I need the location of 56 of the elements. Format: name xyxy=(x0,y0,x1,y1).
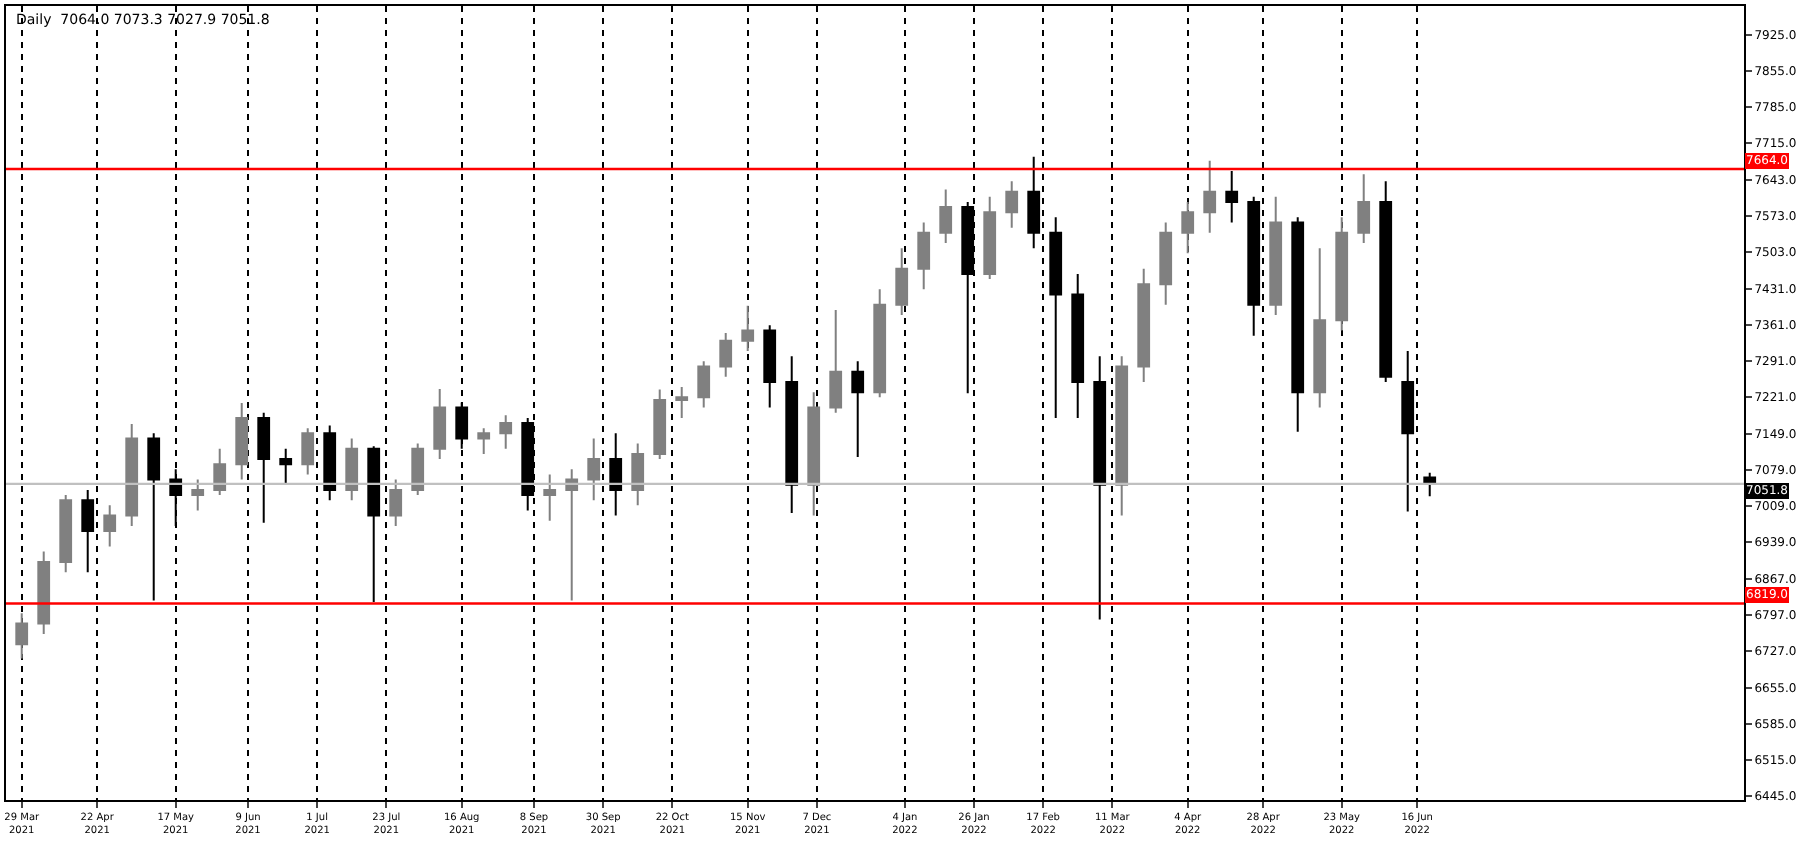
candlestick xyxy=(477,427,491,455)
candlestick xyxy=(1357,173,1371,245)
candlestick xyxy=(235,402,249,481)
candlestick xyxy=(1115,355,1129,517)
candlestick xyxy=(785,355,799,515)
candlestick xyxy=(543,473,557,522)
candlestick xyxy=(1181,200,1195,255)
candlestick xyxy=(939,188,953,245)
candlestick xyxy=(345,437,359,502)
candlestick xyxy=(1137,267,1151,383)
candlestick xyxy=(389,478,403,527)
candlestick xyxy=(103,504,117,548)
candlestick xyxy=(719,332,733,378)
candlestick xyxy=(499,414,513,450)
candlestick xyxy=(1203,159,1217,234)
candlestick xyxy=(367,445,381,604)
candlestick xyxy=(565,468,579,602)
candlestick xyxy=(147,432,161,602)
candlestick xyxy=(433,388,447,461)
candlestick xyxy=(675,386,689,419)
candlestick xyxy=(763,324,777,409)
candlestick xyxy=(609,432,623,517)
candlestick xyxy=(125,423,139,527)
candlestick xyxy=(323,424,337,502)
candlestick xyxy=(213,447,227,497)
candlestick xyxy=(873,288,887,399)
candlestick xyxy=(59,494,73,574)
candlestick xyxy=(1269,195,1283,317)
candlestick xyxy=(587,437,601,502)
candlestick xyxy=(15,612,29,660)
candlestick xyxy=(37,550,51,635)
candlestick xyxy=(807,391,821,517)
candlestick xyxy=(1313,247,1327,409)
candlestick xyxy=(257,411,271,524)
candlestick xyxy=(1071,272,1085,419)
candlestick xyxy=(1291,216,1305,433)
candlestick xyxy=(1159,221,1173,306)
candlestick xyxy=(1005,180,1019,229)
candlestick xyxy=(1379,180,1393,383)
candlestick xyxy=(829,308,843,414)
candlestick xyxy=(851,360,865,458)
candlestick xyxy=(411,442,425,497)
candlestick xyxy=(1049,216,1063,419)
candlestick xyxy=(917,221,931,291)
candlestick xyxy=(191,478,205,512)
candlestick xyxy=(301,427,315,476)
candlestick xyxy=(631,442,645,507)
candlestick xyxy=(653,388,667,461)
candlestick xyxy=(741,304,755,353)
candlestick xyxy=(983,195,997,281)
candlestick xyxy=(1093,355,1107,621)
candlestick xyxy=(1225,170,1239,224)
candlestick xyxy=(279,447,293,486)
candlestick xyxy=(697,360,711,409)
candlestick xyxy=(895,247,909,317)
candlestick xyxy=(1335,216,1349,332)
